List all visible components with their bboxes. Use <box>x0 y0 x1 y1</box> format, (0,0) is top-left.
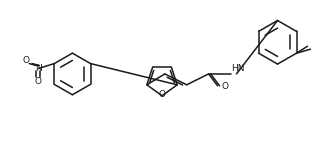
Text: O: O <box>23 56 30 65</box>
Text: O: O <box>158 90 165 99</box>
Text: O: O <box>221 82 228 91</box>
Text: HN: HN <box>231 64 245 73</box>
Text: O: O <box>35 77 42 86</box>
Text: N: N <box>35 64 42 73</box>
